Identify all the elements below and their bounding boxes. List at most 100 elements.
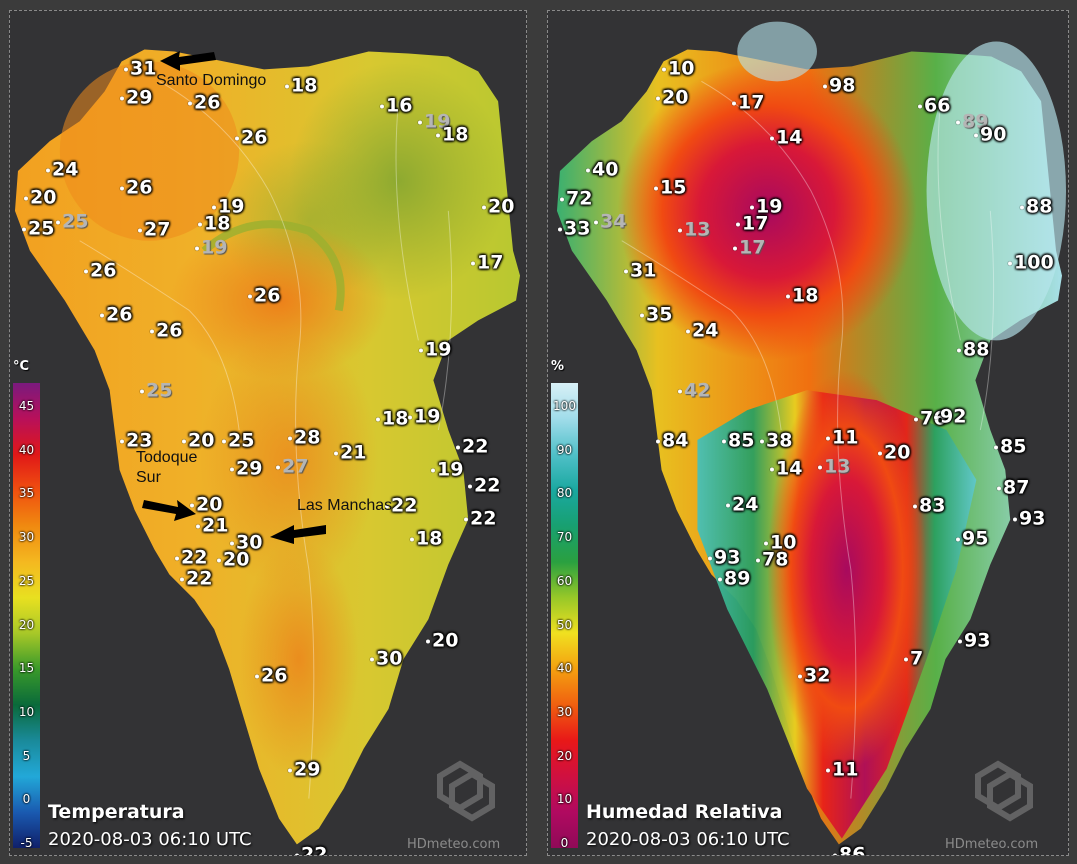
station-dot-icon [656, 439, 660, 443]
humidity-station-marker: 24 [686, 321, 718, 341]
humidity-station-marker: 10 [764, 533, 796, 553]
humidity-station-value: 14 [776, 457, 803, 480]
temperature-station-marker: 26 [84, 259, 117, 282]
temperature-station-value: 30 [236, 531, 263, 554]
humidity-station-marker: 88 [957, 338, 990, 361]
temperature-station-value: 22 [181, 546, 208, 569]
humidity-station-value: 15 [660, 176, 687, 199]
station-dot-icon [654, 186, 658, 190]
temperature-legend-tick: 10 [18, 704, 35, 719]
station-dot-icon [188, 101, 192, 105]
map-title: Humedad Relativa [586, 801, 783, 823]
station-dot-icon [22, 227, 26, 231]
temperature-station-value: 26 [90, 259, 117, 282]
humidity-station-value: 14 [776, 126, 803, 149]
annotation-label-las-manchas: Las Manchas [297, 497, 393, 514]
temperature-station-value: 21 [202, 514, 229, 537]
temperature-station-value: 22 [470, 507, 497, 530]
temperature-station-marker: 22 [468, 476, 500, 496]
humidity-station-marker: 85 [994, 437, 1026, 457]
humidity-station-marker: 90 [974, 123, 1007, 146]
temperature-station-value: 19 [424, 110, 451, 133]
humidity-map-panel: 10 20 17 98 66 89 90 14 40 72 33 34 15 19 17 13 17 88 100 3… [547, 10, 1069, 856]
humidity-legend-colorbar [551, 383, 578, 848]
humidity-legend-tick: 80 [556, 486, 573, 501]
humidity-station-marker: 92 [934, 407, 966, 427]
station-dot-icon [217, 558, 221, 562]
station-dot-icon [686, 329, 690, 333]
temperature-station-value: 19 [218, 195, 245, 218]
temperature-legend-tick: 0 [22, 792, 31, 807]
station-dot-icon [46, 168, 50, 172]
station-dot-icon [786, 294, 790, 298]
station-dot-icon [934, 415, 938, 419]
station-dot-icon [997, 486, 1001, 490]
humidity-station-value: 88 [963, 338, 990, 361]
station-dot-icon [196, 524, 200, 528]
station-dot-icon [56, 220, 60, 224]
humidity-station-marker: 84 [656, 431, 688, 451]
station-dot-icon [431, 468, 435, 472]
station-dot-icon [84, 269, 88, 273]
station-dot-icon [295, 853, 299, 855]
humidity-station-value: 90 [980, 123, 1007, 146]
station-dot-icon [656, 96, 660, 100]
temperature-station-value: 20 [223, 548, 250, 571]
temperature-legend-colorbar [13, 383, 40, 848]
humidity-station-marker: 98 [823, 74, 856, 97]
humidity-station-marker: 40 [586, 160, 618, 180]
temperature-station-marker: 20 [482, 197, 514, 217]
temperature-station-value: 27 [144, 218, 171, 241]
temperature-station-marker: 26 [188, 93, 220, 113]
station-dot-icon [764, 541, 768, 545]
humidity-station-value: 89 [724, 567, 751, 590]
annotation-arrow-todoque-sur [142, 500, 196, 521]
humidity-station-marker: 17 [732, 93, 764, 113]
humidity-station-value: 32 [804, 664, 831, 687]
station-dot-icon [255, 674, 259, 678]
temperature-station-value: 21 [340, 441, 367, 464]
station-dot-icon [376, 417, 380, 421]
station-dot-icon [994, 445, 998, 449]
temperature-station-marker: 30 [230, 531, 263, 554]
temperature-station-value: 25 [62, 210, 89, 233]
temperature-station-value: 20 [196, 493, 223, 516]
station-dot-icon [288, 768, 292, 772]
temperature-station-marker: 29 [288, 760, 320, 780]
humidity-station-marker: 20 [878, 443, 910, 463]
humidity-station-marker: 85 [722, 431, 754, 451]
temperature-station-value: 19 [437, 458, 464, 481]
temperature-station-value: 31 [130, 57, 157, 80]
temperature-legend-tick: 30 [18, 530, 35, 545]
humidity-legend-tick: 40 [556, 661, 573, 676]
humidity-station-value: 86 [839, 843, 866, 856]
station-dot-icon [100, 313, 104, 317]
humidity-station-value: 20 [662, 86, 689, 109]
humidity-station-marker: 93 [958, 631, 990, 651]
humidity-station-value: 33 [564, 217, 591, 240]
temperature-station-value: 29 [126, 86, 153, 109]
temperature-station-marker: 18 [436, 125, 468, 145]
temperature-legend-tick: -5 [20, 836, 33, 850]
station-dot-icon [24, 196, 28, 200]
humidity-station-value: 13 [684, 218, 711, 241]
station-dot-icon [138, 228, 142, 232]
humidity-station-marker: 11 [826, 428, 858, 448]
temperature-station-marker: 18 [285, 76, 317, 96]
station-dot-icon [124, 67, 128, 71]
temperature-station-marker: 20 [190, 493, 223, 516]
station-dot-icon [419, 348, 423, 352]
humidity-station-marker: 100 [1008, 253, 1054, 273]
legend-unit-label: °C [13, 359, 30, 374]
temperature-station-value: 26 [106, 303, 133, 326]
humidity-legend-tick: 0 [560, 836, 569, 850]
humidity-station-marker: 17 [736, 214, 768, 234]
humidity-station-value: 98 [829, 74, 856, 97]
humidity-station-value: 24 [732, 493, 759, 516]
temperature-station-marker: 25 [222, 431, 254, 451]
humidity-station-marker: 89 [956, 112, 988, 132]
humidity-station-value: 11 [832, 758, 859, 781]
station-dot-icon [276, 465, 280, 469]
temperature-station-marker: 19 [195, 238, 227, 258]
humidity-station-value: 13 [824, 455, 851, 478]
